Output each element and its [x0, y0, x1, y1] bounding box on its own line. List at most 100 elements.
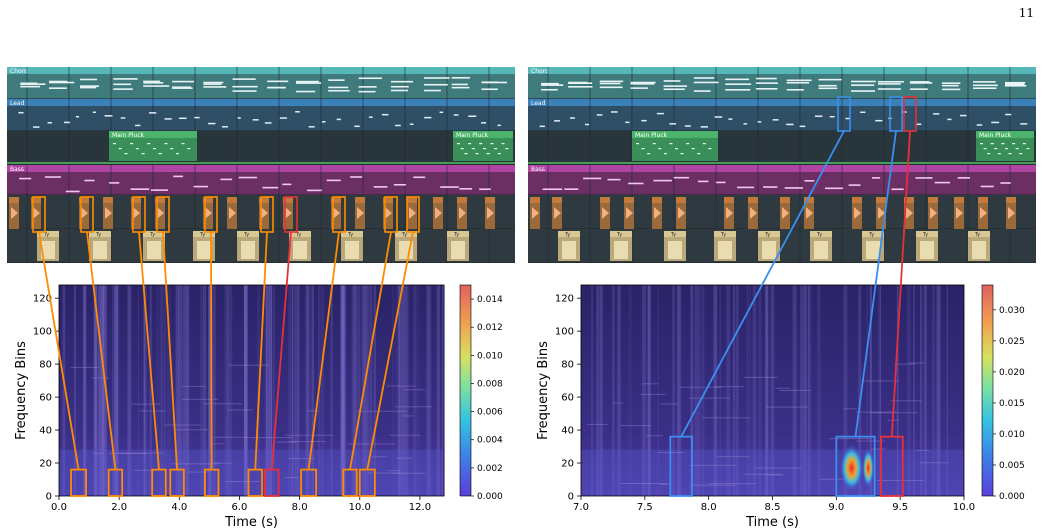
spectrogram-harmonic [91, 377, 110, 379]
spectrogram-streak [256, 285, 261, 496]
spectrogram-streak [297, 285, 300, 496]
daw-drum-label: Ty [243, 232, 249, 238]
spectrogram-harmonic [203, 403, 243, 405]
spectrogram-harmonic [182, 385, 207, 387]
spectrogram-streak [442, 285, 445, 496]
spectrogram-streak [647, 285, 651, 496]
daw-lead-note [409, 123, 414, 125]
daw-drum-header [203, 197, 213, 203]
spectrogram-streak [800, 285, 803, 496]
spectrogram-harmonic [214, 436, 248, 438]
spectrogram-streak [103, 285, 106, 496]
daw-lead-note [829, 115, 835, 118]
spectrogram-streak [101, 285, 105, 496]
daw-pluck-note [983, 148, 987, 150]
spectrogram-streak [175, 285, 180, 496]
daw-bass-note [542, 188, 563, 191]
spectrogram-streak [115, 285, 118, 496]
daw-bass-note [736, 186, 755, 189]
connector-line [138, 231, 160, 470]
daw-chord-note [172, 80, 195, 83]
spectrogram-streak [415, 285, 420, 496]
spectrogram-image [581, 285, 964, 496]
daw-chord-note [663, 85, 688, 87]
daw-bass-note [84, 179, 95, 182]
spectrogram-harmonic [227, 409, 254, 411]
spectrogram-harmonic [714, 386, 744, 388]
daw-lead-note [947, 118, 952, 121]
spectrogram-streak [116, 285, 119, 496]
daw-lead-note [1005, 113, 1012, 116]
daw-chord-note [599, 80, 624, 83]
daw-drum-hit [956, 207, 963, 219]
spectrogram-harmonic [657, 452, 685, 454]
daw-pluck-note [691, 148, 695, 150]
daw-lead-note [221, 126, 228, 128]
daw-chord-note [972, 84, 998, 87]
spectrogram-streak [343, 285, 345, 496]
spectrogram-streak [178, 285, 182, 496]
y-tick-label: 40 [39, 426, 52, 437]
daw-drum-hit [602, 207, 609, 219]
spectrogram-streak [657, 285, 660, 496]
spectrogram-streak [792, 285, 795, 496]
spectrogram-harmonic [775, 387, 790, 389]
x-axis-label: Time (s) [224, 515, 278, 530]
x-tick-label: 2.0 [111, 502, 127, 513]
spectrogram-streak [676, 285, 681, 496]
daw-chord-note [296, 80, 319, 83]
spectrogram-lowband [59, 449, 444, 496]
daw-bass-note [804, 180, 815, 182]
daw-chord-note [786, 88, 804, 91]
spectrogram-streak [364, 285, 369, 496]
spectrogram-harmonic [402, 415, 414, 417]
spectrogram-streak [115, 285, 119, 496]
daw-snare-body [614, 241, 628, 259]
daw-drum-header [331, 197, 341, 203]
daw-lead-note [468, 115, 477, 117]
daw-lead-note [786, 123, 794, 126]
daw-snare-body [93, 241, 107, 259]
daw-chord-note [143, 85, 170, 87]
spectrogram-streak [398, 285, 403, 496]
daw-snare-body [972, 241, 986, 259]
spectrogram-streak [919, 285, 923, 496]
daw-pluck-note [153, 148, 156, 150]
spectrogram-streak [213, 285, 215, 496]
daw-clip-label: Main Pluck [979, 132, 1012, 139]
spectrogram-streak [269, 285, 273, 496]
daw-drum-hit [626, 207, 633, 219]
daw-lead-note [976, 124, 983, 126]
spectrogram-harmonic [621, 482, 668, 484]
daw-bass-note [479, 188, 491, 191]
daw-chord-note [1004, 83, 1025, 86]
y-tick-label: 60 [39, 393, 52, 404]
daw-lead-note [743, 123, 748, 125]
spectrogram-streak [84, 285, 87, 496]
daw-pluck-note [647, 153, 651, 155]
daw-drum-label: Ty [868, 232, 874, 238]
daw-pluck-header [976, 131, 1034, 138]
daw-drum-label: Ty [149, 232, 155, 238]
daw-chord-note [423, 89, 441, 92]
spectrogram-streak [397, 285, 401, 496]
daw-pluck-note [702, 143, 706, 145]
spectrogram-harmonic [386, 385, 415, 387]
spectrogram-harmonic [890, 400, 922, 402]
daw-lead-note [915, 123, 922, 126]
daw-drum-label: Ty [401, 232, 407, 238]
colorbar-tick-label: 0.008 [477, 379, 503, 389]
daw-chord-note [451, 86, 470, 89]
spectrogram-streak [817, 285, 821, 496]
daw-drum-header [928, 197, 938, 203]
spectrogram-streak [243, 285, 248, 496]
spectrogram-harmonic [919, 462, 949, 464]
spectrogram-streak [270, 285, 272, 496]
spectrogram-harmonic [367, 472, 402, 474]
colorbar [459, 284, 472, 497]
spectrogram-harmonic [395, 406, 433, 408]
daw-chord-note [79, 86, 97, 89]
spectrogram-streak [94, 285, 98, 496]
daw-bass-note [934, 181, 951, 184]
daw-drum-header [9, 197, 19, 203]
